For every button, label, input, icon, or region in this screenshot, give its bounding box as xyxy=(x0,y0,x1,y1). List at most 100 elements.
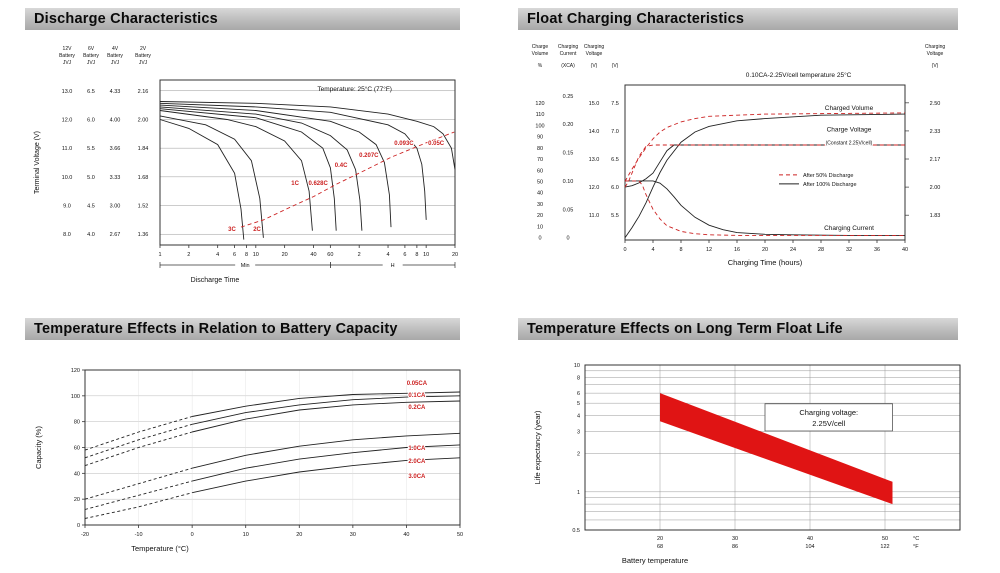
svg-text:0.2CA: 0.2CA xyxy=(408,405,426,411)
svg-text:2: 2 xyxy=(577,452,580,458)
section-title-float-charging-text: Float Charging Characteristics xyxy=(527,11,745,27)
svg-text:4.00: 4.00 xyxy=(110,117,121,123)
svg-text:50: 50 xyxy=(537,179,543,185)
svg-text:60: 60 xyxy=(327,252,333,258)
svg-text:2.00: 2.00 xyxy=(138,117,149,123)
svg-text:°C: °C xyxy=(913,536,919,542)
svg-text:9.0: 9.0 xyxy=(63,204,71,210)
svg-text:6.0: 6.0 xyxy=(611,185,619,191)
svg-text:20: 20 xyxy=(657,536,663,542)
svg-text:12.0: 12.0 xyxy=(62,117,73,123)
svg-text:0.25: 0.25 xyxy=(563,94,574,100)
svg-text:24: 24 xyxy=(790,247,796,253)
svg-text:2.33: 2.33 xyxy=(930,129,941,135)
svg-text:Voltage: Voltage xyxy=(586,51,603,57)
svg-text:4: 4 xyxy=(651,247,654,253)
svg-text:8: 8 xyxy=(415,252,418,258)
svg-text:40: 40 xyxy=(310,252,316,258)
svg-text:0.05C: 0.05C xyxy=(428,141,445,147)
svg-text:40: 40 xyxy=(807,536,813,542)
svg-text:Voltage: Voltage xyxy=(927,51,944,57)
svg-text:14.0: 14.0 xyxy=(589,129,600,135)
svg-text:0: 0 xyxy=(566,236,569,242)
svg-text:Charging: Charging xyxy=(925,44,946,50)
svg-text:12.0: 12.0 xyxy=(589,185,600,191)
svg-text:10.0: 10.0 xyxy=(62,175,73,181)
svg-text:36: 36 xyxy=(874,247,880,253)
svg-text:20: 20 xyxy=(452,252,458,258)
svg-text:Battery temperature: Battery temperature xyxy=(622,556,688,565)
svg-text:90: 90 xyxy=(537,135,543,141)
svg-text:40: 40 xyxy=(74,471,80,477)
svg-text:13.0: 13.0 xyxy=(589,157,600,163)
svg-text:2.0CA: 2.0CA xyxy=(408,459,426,465)
svg-text:Terminal Voltage (V): Terminal Voltage (V) xyxy=(34,131,41,194)
svg-text:120: 120 xyxy=(535,101,544,107)
svg-text:0.207C: 0.207C xyxy=(359,153,379,159)
svg-text:H: H xyxy=(391,263,395,269)
section-title-temp-capacity-text: Temperature Effects in Relation to Batte… xyxy=(34,321,398,337)
svg-text:6V: 6V xyxy=(88,46,95,52)
svg-text:3.33: 3.33 xyxy=(110,175,121,181)
section-title-discharge: Discharge Characteristics xyxy=(25,8,460,30)
svg-text:0.5: 0.5 xyxy=(572,528,580,534)
svg-text:3C: 3C xyxy=(228,227,236,233)
svg-text:4.0: 4.0 xyxy=(87,232,95,238)
svg-text:3.00: 3.00 xyxy=(110,204,121,210)
svg-text:-10: -10 xyxy=(135,532,143,538)
svg-text:10: 10 xyxy=(423,252,429,258)
svg-text:80: 80 xyxy=(74,420,80,426)
svg-text:122: 122 xyxy=(880,544,889,550)
svg-text:110: 110 xyxy=(536,112,545,118)
svg-text:4.33: 4.33 xyxy=(110,89,121,95)
svg-text:(V): (V) xyxy=(612,63,619,69)
svg-text:1.36: 1.36 xyxy=(138,232,149,238)
svg-text:2: 2 xyxy=(187,252,190,258)
svg-text:1.68: 1.68 xyxy=(138,175,149,181)
svg-text:°F: °F xyxy=(913,544,919,550)
svg-text:120: 120 xyxy=(71,368,80,374)
section-title-temp-capacity: Temperature Effects in Relation to Batte… xyxy=(25,318,460,340)
svg-text:10: 10 xyxy=(574,363,580,369)
discharge-characteristics-chart: 12VBatteryJVJ13.012.011.010.09.08.06VBat… xyxy=(34,46,458,284)
svg-text:Charging: Charging xyxy=(558,44,579,50)
svg-text:20: 20 xyxy=(762,247,768,253)
svg-text:3.66: 3.66 xyxy=(110,146,121,152)
svg-text:0.1CA: 0.1CA xyxy=(408,393,426,399)
svg-text:10: 10 xyxy=(243,532,249,538)
svg-text:After 50% Discharge: After 50% Discharge xyxy=(803,173,853,179)
svg-text:0: 0 xyxy=(538,236,541,242)
svg-text:Min: Min xyxy=(241,263,250,269)
svg-text:100: 100 xyxy=(535,123,544,129)
svg-text:2C: 2C xyxy=(253,227,261,233)
svg-text:0.20: 0.20 xyxy=(563,122,574,128)
svg-text:Current: Current xyxy=(560,51,577,57)
svg-text:68: 68 xyxy=(657,544,663,550)
svg-text:6.5: 6.5 xyxy=(87,89,95,95)
svg-text:86: 86 xyxy=(732,544,738,550)
section-title-discharge-text: Discharge Characteristics xyxy=(34,11,218,27)
svg-text:1C: 1C xyxy=(291,181,299,187)
svg-text:Charge: Charge xyxy=(532,44,549,50)
temperature-capacity-chart: 0 20 40 60 80 100 120 -20 -10 0 10 20 30 40 50 Temperat… xyxy=(34,368,463,553)
svg-text:2.00: 2.00 xyxy=(930,185,941,191)
svg-text:1: 1 xyxy=(577,490,580,496)
svg-text:12: 12 xyxy=(706,247,712,253)
svg-text:7.0: 7.0 xyxy=(611,129,619,135)
svg-text:7.5: 7.5 xyxy=(611,101,619,107)
svg-text:6.0: 6.0 xyxy=(87,117,95,123)
svg-text:Charged Volume: Charged Volume xyxy=(825,105,874,112)
float-life-chart: 1086543210.5206830864010450122°C°FBatter… xyxy=(533,363,961,565)
svg-text:6: 6 xyxy=(233,252,236,258)
float-charging-characteristics-chart: 0 4 8 12 16 20 24 28 32 36 40 Charging Time (hours)… xyxy=(532,44,946,267)
svg-text:0.093C: 0.093C xyxy=(394,141,414,147)
section-title-float-life: Temperature Effects on Long Term Float L… xyxy=(518,318,958,340)
svg-text:-20: -20 xyxy=(81,532,89,538)
svg-text:Charging Time (hours): Charging Time (hours) xyxy=(728,258,803,267)
svg-text:1.52: 1.52 xyxy=(138,204,149,210)
svg-text:2.17: 2.17 xyxy=(930,157,941,163)
svg-text:20: 20 xyxy=(537,213,543,219)
svg-text:8.0: 8.0 xyxy=(63,232,71,238)
svg-text:(V): (V) xyxy=(932,63,939,69)
svg-text:32: 32 xyxy=(846,247,852,253)
